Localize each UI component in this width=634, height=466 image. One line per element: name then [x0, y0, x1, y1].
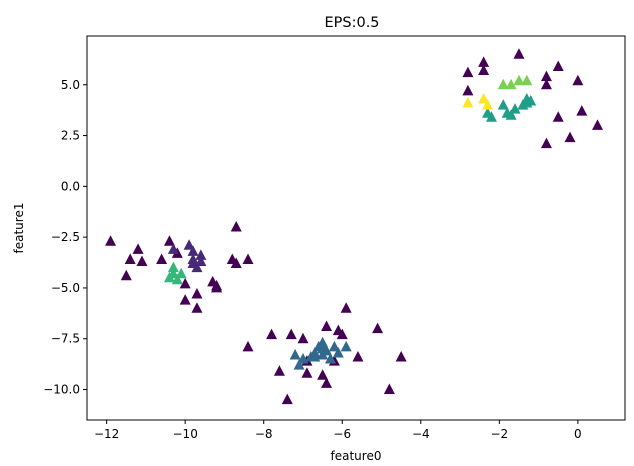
data-point-cluster--1: [564, 131, 576, 143]
data-point-cluster--1: [242, 340, 254, 352]
data-point-cluster--1: [120, 269, 132, 281]
data-point-cluster--1: [372, 322, 384, 334]
data-point-cluster-5: [462, 97, 474, 108]
data-point-cluster--1: [281, 393, 293, 405]
data-point-cluster-2: [509, 103, 521, 114]
data-point-cluster-4: [505, 78, 517, 90]
data-point-cluster--1: [230, 220, 242, 232]
data-point-cluster-5: [478, 92, 490, 104]
data-point-cluster-0: [195, 255, 207, 267]
data-point-cluster--1: [163, 235, 175, 246]
data-point-cluster--1: [191, 302, 203, 313]
data-point-cluster-2: [485, 111, 497, 122]
y-tick-label: 5.0: [61, 78, 80, 92]
data-point-cluster--1: [321, 320, 333, 332]
data-point-cluster-1: [309, 351, 321, 362]
data-point-cluster--1: [336, 328, 348, 340]
data-point-cluster--1: [317, 369, 329, 380]
data-point-cluster--1: [297, 332, 309, 344]
data-point-cluster--1: [576, 105, 588, 116]
y-tick-label: −5.0: [51, 281, 80, 295]
y-tick-label: −10.0: [43, 383, 80, 397]
data-point-cluster--1: [191, 288, 203, 299]
y-axis-label: feature1: [12, 203, 26, 254]
y-tick-label: −2.5: [51, 230, 80, 244]
data-point-cluster-3: [171, 273, 183, 285]
data-point-cluster--1: [273, 365, 285, 376]
data-point-cluster--1: [592, 119, 604, 130]
data-point-cluster--1: [478, 56, 490, 67]
data-point-cluster-0: [183, 239, 195, 250]
plot-frame: [86, 35, 626, 421]
data-point-cluster--1: [179, 294, 191, 305]
data-point-cluster-1: [317, 342, 329, 354]
x-tick-label: −2: [490, 427, 508, 441]
data-point-cluster-4: [497, 78, 509, 90]
data-point-cluster--1: [383, 383, 395, 395]
y-tick-label: −7.5: [51, 332, 80, 346]
x-tick-label: −10: [173, 427, 198, 441]
data-point-cluster--1: [540, 78, 552, 90]
x-tick-label: 0: [574, 427, 582, 441]
data-point-cluster--1: [540, 70, 552, 82]
data-point-cluster--1: [478, 64, 490, 76]
data-point-cluster-1: [324, 353, 336, 364]
data-point-cluster--1: [462, 66, 474, 78]
data-point-cluster--1: [124, 253, 136, 264]
data-point-cluster--1: [132, 243, 144, 254]
data-point-cluster--1: [105, 235, 117, 246]
x-axis-label: feature0: [331, 449, 382, 463]
data-point-cluster--1: [285, 328, 297, 340]
points-layer: [105, 48, 604, 405]
data-point-cluster-1: [328, 340, 340, 352]
data-point-cluster--1: [156, 253, 168, 264]
x-tick-label: −8: [255, 427, 273, 441]
data-point-cluster-4: [521, 74, 533, 86]
data-point-cluster--1: [266, 328, 278, 340]
data-point-cluster--1: [242, 253, 254, 264]
data-point-cluster-4: [513, 74, 525, 86]
data-point-cluster--1: [352, 351, 364, 362]
data-point-cluster-1: [293, 359, 305, 370]
data-point-cluster-5: [482, 99, 494, 110]
data-point-cluster-1: [289, 348, 301, 360]
data-point-cluster-1: [317, 336, 329, 348]
ticks-layer: −12 −10 −8 −6 −4 −2 0 −10.0 −7.5 −5.0 −2.5 0.0 2.5 5.…: [43, 78, 581, 441]
chart-title: EPS:0.5: [324, 15, 379, 31]
data-point-cluster--1: [462, 84, 474, 96]
data-point-cluster--1: [572, 74, 584, 86]
data-point-cluster-3: [167, 261, 179, 273]
data-point-cluster--1: [552, 111, 564, 122]
data-point-cluster-0: [167, 243, 179, 254]
data-point-cluster--1: [321, 377, 333, 388]
data-point-cluster-2: [497, 99, 509, 110]
data-point-cluster-0: [191, 261, 203, 273]
data-point-cluster--1: [340, 302, 352, 313]
data-point-cluster-0: [195, 249, 207, 260]
x-tick-label: −4: [412, 427, 430, 441]
data-point-cluster--1: [540, 137, 552, 149]
x-tick-label: −12: [94, 427, 119, 441]
data-point-cluster--1: [136, 255, 148, 267]
data-point-cluster-3: [175, 267, 187, 279]
y-tick-label: 2.5: [61, 129, 80, 143]
data-point-cluster--1: [179, 277, 191, 289]
data-point-cluster-2: [505, 109, 517, 120]
data-point-cluster-2: [521, 97, 533, 108]
data-point-cluster--1: [230, 257, 242, 269]
data-point-cluster-1: [340, 340, 352, 352]
data-point-cluster--1: [552, 60, 564, 71]
data-point-cluster-3: [167, 267, 179, 279]
x-tick-label: −6: [333, 427, 351, 441]
data-point-cluster--1: [211, 279, 223, 291]
data-point-cluster--1: [395, 351, 407, 362]
data-point-cluster-0: [187, 245, 199, 256]
data-point-cluster-1: [332, 346, 344, 358]
data-point-cluster--1: [513, 48, 525, 59]
data-point-cluster--1: [301, 367, 313, 378]
y-tick-label: 0.0: [61, 179, 80, 193]
